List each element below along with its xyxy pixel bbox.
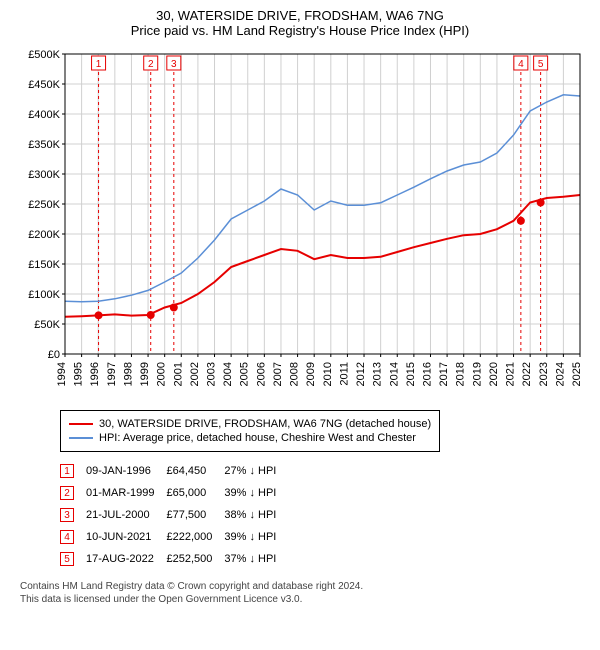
y-tick-label: £200K xyxy=(28,229,60,241)
x-tick-label: 2016 xyxy=(421,362,433,386)
x-tick-label: 2019 xyxy=(471,362,483,386)
x-tick-label: 2013 xyxy=(372,362,384,386)
x-tick-label: 1997 xyxy=(106,362,118,386)
legend-label: HPI: Average price, detached house, Ches… xyxy=(99,432,416,444)
x-tick-label: 2025 xyxy=(571,362,583,386)
footer: Contains HM Land Registry data © Crown c… xyxy=(20,580,590,606)
y-tick-label: £300K xyxy=(28,169,60,181)
marker-num: 3 xyxy=(171,59,177,70)
x-tick-label: 2001 xyxy=(172,362,184,386)
marker-num: 2 xyxy=(148,59,154,70)
x-tick-label: 2017 xyxy=(438,362,450,386)
y-tick-label: £250K xyxy=(28,199,60,211)
y-tick-label: £50K xyxy=(34,319,60,331)
y-tick-label: £150K xyxy=(28,259,60,271)
transaction-price: £222,000 xyxy=(166,526,224,548)
legend-swatch xyxy=(69,437,93,439)
y-tick-label: £100K xyxy=(28,289,60,301)
transaction-marker-box: 5 xyxy=(60,552,74,566)
x-tick-label: 2015 xyxy=(405,362,417,386)
x-tick-label: 2020 xyxy=(488,362,500,386)
chart-title-line1: 30, WATERSIDE DRIVE, FRODSHAM, WA6 7NG xyxy=(10,8,590,23)
x-tick-label: 2011 xyxy=(338,362,350,386)
x-tick-label: 1996 xyxy=(89,362,101,386)
x-tick-label: 2007 xyxy=(272,362,284,386)
transaction-delta: 38% ↓ HPI xyxy=(224,504,288,526)
x-tick-label: 2023 xyxy=(538,362,550,386)
transactions-table: 1 09-JAN-1996£64,45027% ↓ HPI 2 01-MAR-1999… xyxy=(60,460,288,570)
x-tick-label: 2009 xyxy=(305,362,317,386)
transaction-price: £64,450 xyxy=(166,460,224,482)
transaction-row: 4 10-JUN-2021£222,00039% ↓ HPI xyxy=(60,526,288,548)
transaction-marker-box: 2 xyxy=(60,486,74,500)
legend-row: 30, WATERSIDE DRIVE, FRODSHAM, WA6 7NG (… xyxy=(69,418,431,430)
legend: 30, WATERSIDE DRIVE, FRODSHAM, WA6 7NG (… xyxy=(60,410,440,452)
x-tick-label: 1995 xyxy=(73,362,85,386)
y-tick-label: £450K xyxy=(28,79,60,91)
transaction-delta: 27% ↓ HPI xyxy=(224,460,288,482)
legend-row: HPI: Average price, detached house, Ches… xyxy=(69,432,431,444)
x-tick-label: 2002 xyxy=(189,362,201,386)
x-tick-label: 2012 xyxy=(355,362,367,386)
x-tick-label: 2005 xyxy=(239,362,251,386)
transaction-delta: 39% ↓ HPI xyxy=(224,482,288,504)
x-tick-label: 2022 xyxy=(521,362,533,386)
legend-label: 30, WATERSIDE DRIVE, FRODSHAM, WA6 7NG (… xyxy=(99,418,431,430)
x-tick-label: 1994 xyxy=(56,362,68,386)
transaction-price: £65,000 xyxy=(166,482,224,504)
transaction-date: 09-JAN-1996 xyxy=(86,460,166,482)
x-tick-label: 2003 xyxy=(206,362,218,386)
x-tick-label: 2021 xyxy=(505,362,517,386)
transaction-row: 5 17-AUG-2022£252,50037% ↓ HPI xyxy=(60,548,288,570)
transaction-point xyxy=(95,311,103,319)
x-tick-label: 2008 xyxy=(289,362,301,386)
x-tick-label: 2014 xyxy=(388,362,400,386)
transaction-date: 01-MAR-1999 xyxy=(86,482,166,504)
x-tick-label: 2024 xyxy=(554,362,566,386)
transaction-price: £77,500 xyxy=(166,504,224,526)
transaction-date: 17-AUG-2022 xyxy=(86,548,166,570)
transaction-marker-box: 3 xyxy=(60,508,74,522)
transaction-row: 1 09-JAN-1996£64,45027% ↓ HPI xyxy=(60,460,288,482)
transaction-date: 10-JUN-2021 xyxy=(86,526,166,548)
page-container: 30, WATERSIDE DRIVE, FRODSHAM, WA6 7NG P… xyxy=(0,0,600,616)
y-tick-label: £500K xyxy=(28,49,60,61)
x-tick-label: 2000 xyxy=(156,362,168,386)
transaction-point xyxy=(517,217,525,225)
chart-svg: £0 £50K £100K £150K £200K £250K £300K £350K £400… xyxy=(10,44,590,404)
transaction-delta: 37% ↓ HPI xyxy=(224,548,288,570)
footer-line2: This data is licensed under the Open Gov… xyxy=(20,593,590,606)
transaction-point xyxy=(170,304,178,312)
x-tick-label: 2006 xyxy=(255,362,267,386)
x-tick-label: 2010 xyxy=(322,362,334,386)
footer-line1: Contains HM Land Registry data © Crown c… xyxy=(20,580,590,593)
marker-num: 4 xyxy=(518,59,524,70)
y-tick-label: £0 xyxy=(48,349,60,361)
legend-swatch xyxy=(69,423,93,425)
x-tick-label: 2004 xyxy=(222,362,234,386)
transaction-date: 21-JUL-2000 xyxy=(86,504,166,526)
transaction-delta: 39% ↓ HPI xyxy=(224,526,288,548)
transaction-row: 3 21-JUL-2000£77,50038% ↓ HPI xyxy=(60,504,288,526)
marker-num: 5 xyxy=(538,59,544,70)
transaction-price: £252,500 xyxy=(166,548,224,570)
y-tick-label: £350K xyxy=(28,139,60,151)
chart-title-line2: Price paid vs. HM Land Registry's House … xyxy=(10,23,590,38)
y-tick-label: £400K xyxy=(28,109,60,121)
transaction-point xyxy=(147,311,155,319)
x-tick-label: 1999 xyxy=(139,362,151,386)
marker-num: 1 xyxy=(96,59,102,70)
transaction-point xyxy=(537,199,545,207)
transaction-marker-box: 4 xyxy=(60,530,74,544)
x-tick-label: 2018 xyxy=(455,362,467,386)
transaction-marker-box: 1 xyxy=(60,464,74,478)
chart-area: £0 £50K £100K £150K £200K £250K £300K £350K £400… xyxy=(10,44,590,404)
transaction-row: 2 01-MAR-1999£65,00039% ↓ HPI xyxy=(60,482,288,504)
x-tick-label: 1998 xyxy=(122,362,134,386)
